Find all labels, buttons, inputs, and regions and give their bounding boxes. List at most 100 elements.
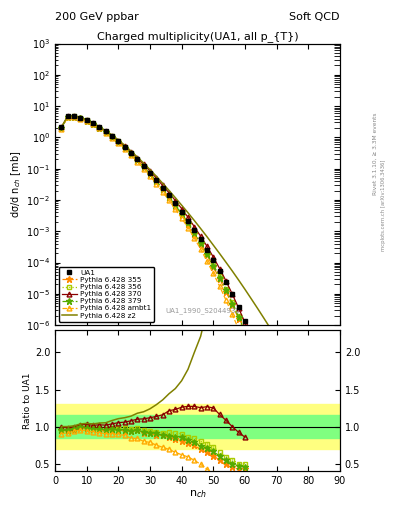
Pythia 6.428 z2 xyxy=(59,124,64,131)
Pythia 6.428 355 xyxy=(97,125,102,131)
Pythia 6.428 z2 xyxy=(325,426,330,433)
Pythia 6.428 379 xyxy=(122,144,127,151)
Pythia 6.428 355 xyxy=(274,407,279,413)
Pythia 6.428 ambt1 xyxy=(129,152,133,158)
Text: mcplots.cern.ch [arXiv:1306.3436]: mcplots.cern.ch [arXiv:1306.3436] xyxy=(381,159,386,250)
Pythia 6.428 356 xyxy=(299,469,304,475)
UA1 xyxy=(72,113,76,119)
Pythia 6.428 355 xyxy=(217,276,222,282)
Pythia 6.428 ambt1 xyxy=(167,197,171,203)
Pythia 6.428 356 xyxy=(198,239,203,245)
Pythia 6.428 z2 xyxy=(211,242,216,248)
Pythia 6.428 z2 xyxy=(154,173,159,179)
Pythia 6.428 z2 xyxy=(122,142,127,148)
UA1 xyxy=(78,115,83,121)
Pythia 6.428 356 xyxy=(312,500,317,506)
Pythia 6.428 355 xyxy=(173,203,178,209)
Pythia 6.428 z2 xyxy=(129,148,133,154)
Pythia 6.428 z2 xyxy=(281,346,285,352)
Pythia 6.428 z2 xyxy=(97,123,102,130)
Text: Rivet 3.1.10, ≥ 3.3M events: Rivet 3.1.10, ≥ 3.3M events xyxy=(373,112,378,195)
Pythia 6.428 ambt1 xyxy=(249,358,253,365)
UA1 xyxy=(217,268,222,274)
Pythia 6.428 356 xyxy=(148,170,152,177)
UA1 xyxy=(65,113,70,119)
Pythia 6.428 355 xyxy=(262,375,266,381)
Text: UA1_1990_S2044935: UA1_1990_S2044935 xyxy=(166,307,241,314)
Pythia 6.428 ambt1 xyxy=(122,145,127,152)
Pythia 6.428 379 xyxy=(97,125,102,131)
Pythia 6.428 z2 xyxy=(110,132,114,138)
UA1 xyxy=(129,150,133,156)
Pythia 6.428 ambt1 xyxy=(135,159,140,165)
Pythia 6.428 356 xyxy=(179,210,184,216)
Pythia 6.428 370 xyxy=(148,168,152,174)
Pythia 6.428 356 xyxy=(217,273,222,280)
Pythia 6.428 370 xyxy=(129,149,133,155)
Pythia 6.428 379 xyxy=(224,287,228,293)
Pythia 6.428 379 xyxy=(230,301,235,307)
Pythia 6.428 379 xyxy=(91,121,95,127)
Pythia 6.428 356 xyxy=(167,194,171,200)
Pythia 6.428 ambt1 xyxy=(116,140,121,146)
Pythia 6.428 370 xyxy=(224,278,228,284)
Pythia 6.428 ambt1 xyxy=(242,342,247,348)
Line: Pythia 6.428 356: Pythia 6.428 356 xyxy=(59,114,336,512)
Pythia 6.428 356 xyxy=(59,125,64,131)
Pythia 6.428 z2 xyxy=(135,154,140,160)
UA1 xyxy=(103,129,108,135)
Pythia 6.428 356 xyxy=(65,114,70,120)
Pythia 6.428 379 xyxy=(205,251,209,258)
Pythia 6.428 379 xyxy=(110,134,114,140)
Pythia 6.428 355 xyxy=(148,171,152,177)
Pythia 6.428 356 xyxy=(78,115,83,121)
Pythia 6.428 370 xyxy=(268,383,273,390)
Pythia 6.428 379 xyxy=(167,194,171,200)
Pythia 6.428 z2 xyxy=(217,250,222,257)
Pythia 6.428 379 xyxy=(129,151,133,157)
Bar xyxy=(55,404,340,449)
UA1 xyxy=(185,218,190,224)
Pythia 6.428 356 xyxy=(122,144,127,150)
Pythia 6.428 379 xyxy=(103,129,108,135)
Pythia 6.428 356 xyxy=(306,483,310,489)
Pythia 6.428 356 xyxy=(72,113,76,119)
Pythia 6.428 370 xyxy=(173,198,178,204)
Pythia 6.428 356 xyxy=(141,163,146,169)
Pythia 6.428 z2 xyxy=(205,233,209,240)
UA1 xyxy=(160,184,165,190)
Pythia 6.428 379 xyxy=(179,211,184,217)
Pythia 6.428 ambt1 xyxy=(65,114,70,120)
UA1 xyxy=(135,156,140,162)
Pythia 6.428 z2 xyxy=(103,127,108,134)
Pythia 6.428 355 xyxy=(242,329,247,335)
Pythia 6.428 355 xyxy=(129,151,133,157)
Pythia 6.428 356 xyxy=(129,150,133,156)
Pythia 6.428 379 xyxy=(84,117,89,123)
Pythia 6.428 z2 xyxy=(249,296,253,302)
Pythia 6.428 ambt1 xyxy=(179,215,184,221)
Line: Pythia 6.428 ambt1: Pythia 6.428 ambt1 xyxy=(59,115,260,381)
Pythia 6.428 370 xyxy=(255,350,260,356)
Pythia 6.428 370 xyxy=(211,254,216,260)
Pythia 6.428 355 xyxy=(268,392,273,398)
Pythia 6.428 379 xyxy=(262,375,266,381)
Pythia 6.428 z2 xyxy=(91,120,95,126)
Pythia 6.428 379 xyxy=(59,125,64,131)
Legend: UA1, Pythia 6.428 355, Pythia 6.428 356, Pythia 6.428 370, Pythia 6.428 379, Pyt: UA1, Pythia 6.428 355, Pythia 6.428 356,… xyxy=(59,267,154,322)
Pythia 6.428 379 xyxy=(255,359,260,365)
Pythia 6.428 ambt1 xyxy=(154,181,159,187)
UA1 xyxy=(173,200,178,206)
Pythia 6.428 355 xyxy=(192,231,196,237)
Pythia 6.428 370 xyxy=(160,182,165,188)
Pythia 6.428 370 xyxy=(217,266,222,272)
Pythia 6.428 356 xyxy=(103,129,108,135)
Pythia 6.428 379 xyxy=(236,314,241,320)
Pythia 6.428 356 xyxy=(274,407,279,413)
Pythia 6.428 z2 xyxy=(185,210,190,216)
Pythia 6.428 370 xyxy=(116,138,121,144)
UA1 xyxy=(198,237,203,243)
Pythia 6.428 355 xyxy=(91,121,95,127)
Pythia 6.428 355 xyxy=(198,241,203,247)
UA1 xyxy=(116,138,121,144)
